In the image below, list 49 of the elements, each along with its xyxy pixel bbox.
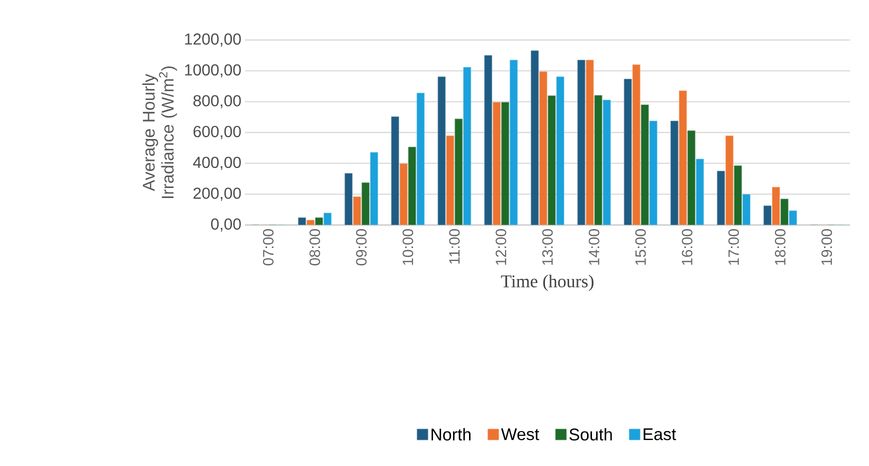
y-tick-label: 0,00	[211, 218, 241, 232]
y-tick-label: 400,00	[193, 156, 241, 170]
x-tick-label: 07:00	[262, 229, 274, 266]
x-tick-label: 16:00	[682, 229, 692, 265]
bar	[344, 173, 353, 225]
y-tick-label: 800,00	[193, 95, 241, 108]
x-tick-label: 19:00	[821, 229, 832, 265]
bar	[632, 64, 640, 225]
x-tick-label: 17:00	[728, 229, 739, 265]
bar	[687, 130, 696, 225]
bar	[780, 198, 788, 225]
bar	[353, 196, 362, 225]
x-tick-label: 15:00	[635, 229, 646, 265]
bar	[772, 186, 780, 225]
x-tick-label: 11:00	[449, 229, 460, 264]
x-axis-title: Time (hours)	[501, 274, 594, 292]
legend-label: South	[569, 428, 612, 441]
bar	[696, 158, 704, 225]
bar	[678, 90, 687, 225]
bar	[649, 120, 658, 225]
x-tick-label: 13:00	[542, 229, 553, 265]
x-tick-label: 10:00	[402, 229, 414, 265]
y-tick-label: 1000,00	[185, 64, 241, 78]
bar	[362, 182, 370, 225]
x-tick-label: 14:00	[588, 229, 600, 265]
y-tick-label: 200,00	[194, 188, 241, 201]
bar	[624, 78, 632, 225]
bar	[742, 194, 750, 225]
x-tick-label: 18:00	[774, 229, 786, 265]
bar	[734, 165, 742, 225]
bar	[391, 116, 400, 225]
y-axis-title: Average Hourly Irradiance (W/m$^{2}$)	[142, 66, 178, 198]
bar	[408, 146, 416, 225]
bar	[725, 136, 734, 225]
x-tick-label: 09:00	[356, 229, 367, 266]
legend-label: East	[644, 428, 676, 440]
bar	[416, 92, 425, 225]
legend-label: West	[501, 428, 540, 440]
bar	[370, 152, 378, 225]
bar	[716, 170, 725, 225]
y-tick-label: 600,00	[194, 126, 241, 140]
bar	[400, 163, 408, 225]
x-tick-label: 12:00	[496, 229, 506, 265]
x-tick-label: 08:00	[310, 229, 320, 266]
y-tick-label: 1200,00	[185, 33, 241, 47]
legend-label: North	[432, 428, 471, 441]
bar	[764, 206, 772, 225]
bar	[670, 120, 678, 225]
bar	[640, 104, 649, 225]
